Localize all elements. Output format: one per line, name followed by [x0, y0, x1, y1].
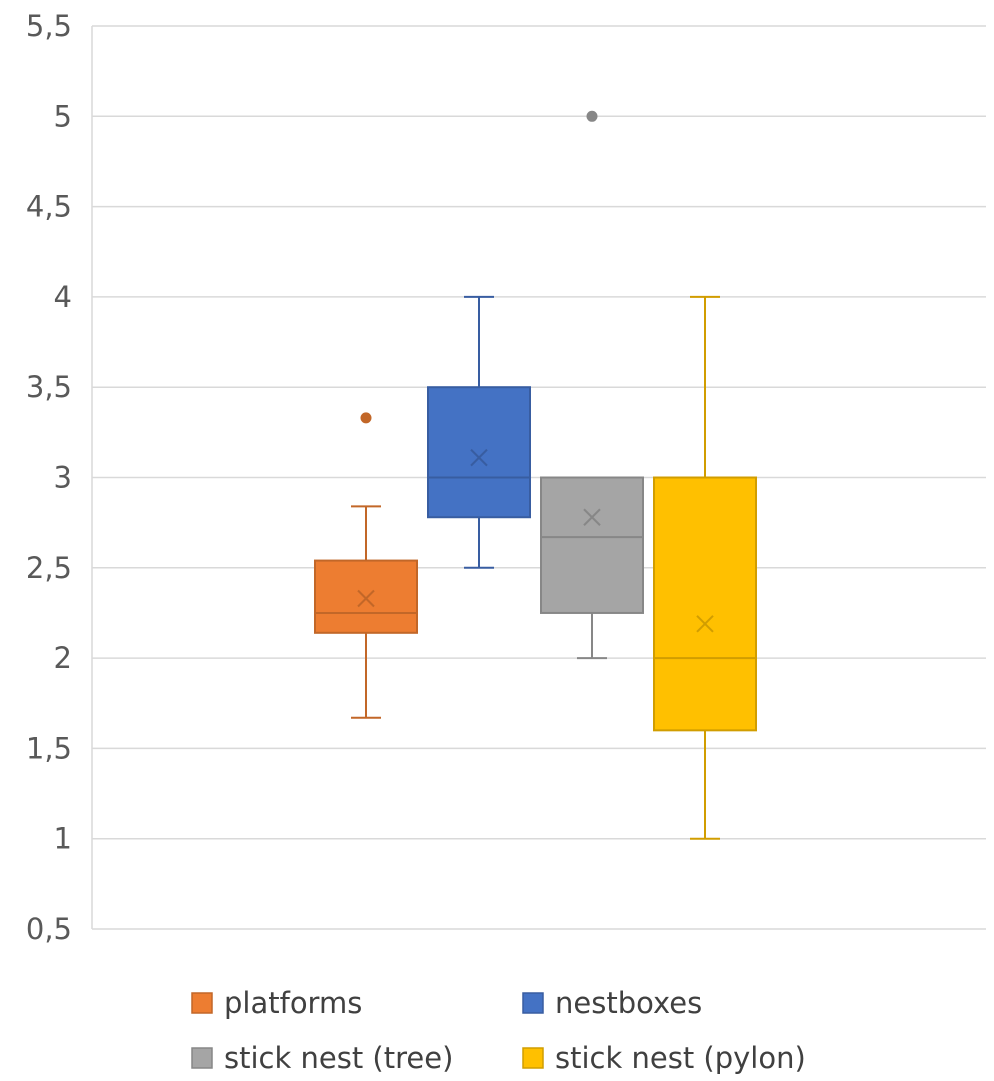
y-tick-label: 3,5: [26, 370, 72, 404]
box-stick-nest-tree-: [540, 110, 644, 660]
box-nestboxes: [427, 295, 531, 569]
mean-marker: [696, 615, 714, 633]
outlier-point: [586, 110, 598, 122]
legend-swatch: [191, 1047, 213, 1069]
y-tick-label: 1,5: [26, 731, 72, 765]
legend-item: nestboxes: [522, 986, 702, 1020]
legend-item: platforms: [191, 986, 362, 1020]
iqr-box: [427, 386, 531, 519]
y-tick-label: 2,5: [26, 551, 72, 585]
legend-label: platforms: [224, 986, 362, 1020]
legend-swatch: [522, 992, 544, 1014]
legend-label: stick nest (tree): [224, 1041, 453, 1075]
box-platforms: [314, 412, 418, 719]
mean-marker: [357, 589, 375, 608]
y-tick-label: 2: [54, 641, 72, 675]
y-tick-label: 4: [54, 280, 72, 314]
y-tick-label: 1: [54, 822, 72, 856]
mean-marker: [583, 508, 601, 526]
y-tick-label: 5: [54, 99, 72, 133]
legend-swatch: [191, 992, 213, 1014]
y-tick-label: 4,5: [26, 190, 72, 224]
plot-area: [314, 110, 757, 840]
iqr-box: [314, 559, 418, 634]
gridlines: [92, 25, 986, 930]
y-tick-label: 0,5: [26, 912, 72, 946]
outlier-point: [360, 412, 372, 424]
iqr-box: [540, 476, 644, 614]
iqr-box: [653, 476, 757, 732]
legend-label: nestboxes: [555, 986, 702, 1020]
y-tick-label: 5,5: [26, 9, 72, 43]
y-tick-label: 3: [54, 461, 72, 495]
box-stick-nest-pylon-: [653, 295, 757, 840]
mean-marker: [470, 448, 488, 467]
legend-label: stick nest (pylon): [555, 1041, 806, 1075]
legend-swatch: [522, 1047, 544, 1069]
legend-item: stick nest (pylon): [522, 1041, 806, 1075]
legend: platforms nestboxes stick nest (tree) stick…: [191, 986, 806, 1075]
y-axis: 0,5 1 1,5 2 2,5 3 3,5 4 4,5 5 5,5: [26, 9, 93, 946]
legend-item: stick nest (tree): [191, 1041, 453, 1075]
